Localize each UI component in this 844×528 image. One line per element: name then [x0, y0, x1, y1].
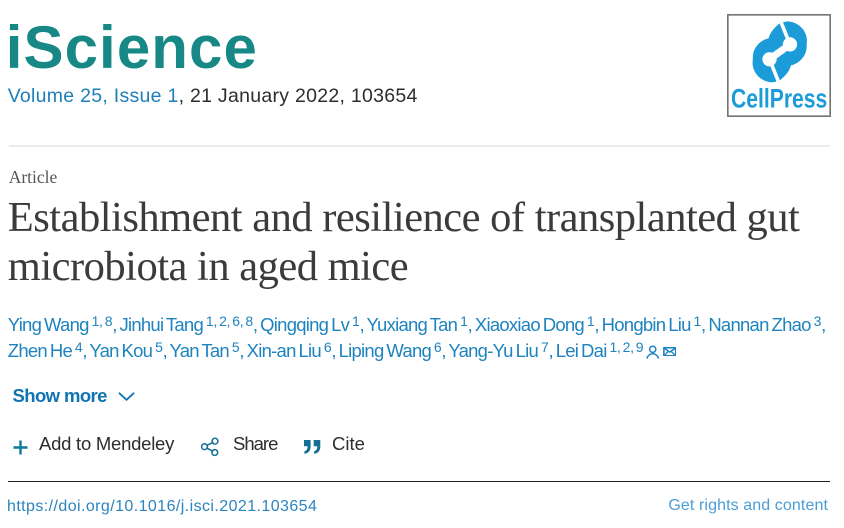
svg-text:CellPress: CellPress [731, 83, 827, 113]
